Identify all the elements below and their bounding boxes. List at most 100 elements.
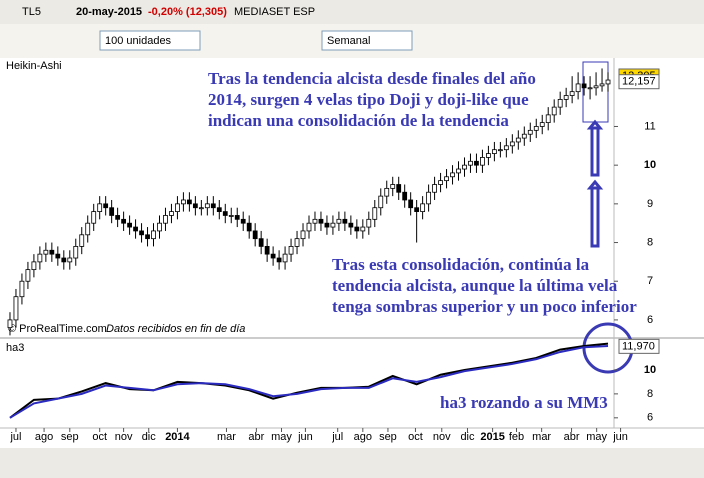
candle-body [312, 218, 318, 224]
panel-title: Heikin-Ashi [6, 60, 62, 72]
y-tick-label: 11 [644, 120, 655, 132]
x-tick-label: 2014 [165, 431, 190, 443]
candle-body [539, 122, 545, 127]
candle-body [545, 114, 551, 124]
x-tick-label: oct [408, 431, 423, 443]
price-label: 12,157 [622, 76, 656, 88]
candle-body [276, 257, 282, 263]
x-tick-label: jun [612, 431, 628, 443]
candle-body [210, 203, 216, 209]
candle-body [91, 211, 97, 224]
candle-body [216, 207, 222, 212]
x-tick-label: mar [532, 431, 551, 443]
candle-body [563, 95, 569, 100]
candle-body [198, 207, 204, 210]
period-select[interactable] [321, 30, 413, 51]
annotation: 2014, surgen 4 velas tipo Doji y doji-li… [208, 90, 529, 109]
candle-body [222, 211, 228, 216]
candle-body [342, 218, 348, 224]
candle-body [396, 184, 402, 193]
candle-body [569, 91, 575, 96]
price-label: 11,970 [622, 340, 655, 352]
candle-body [240, 218, 246, 224]
arrows [586, 119, 604, 248]
candle-body [169, 211, 174, 216]
x-tick-label: nov [115, 431, 133, 443]
candle-body [450, 172, 455, 178]
candle-body [43, 249, 49, 255]
candle-body [61, 257, 67, 263]
price-box [618, 338, 660, 354]
candle-body [420, 203, 426, 212]
candle-body [121, 218, 127, 224]
candle-body [486, 153, 491, 158]
candle-body [157, 222, 162, 232]
x-tick-label: feb [509, 431, 524, 443]
candle-body [67, 257, 73, 263]
x-tick-label: sep [61, 431, 79, 443]
x-tick-label: jun [297, 431, 313, 443]
candle-body [13, 296, 19, 321]
candle-body [354, 226, 360, 232]
candle-body [324, 222, 330, 228]
x-tick-label: dic [460, 431, 475, 443]
candle-body [37, 253, 43, 263]
annotation: tenga sombras superior y un poco inferio… [332, 297, 637, 316]
annotation: indican una consolidación de la tendenci… [208, 111, 509, 130]
candle-body [49, 249, 55, 255]
candle-body [175, 203, 180, 212]
y-tick-label: 10 [644, 159, 656, 171]
candle-body [186, 199, 192, 205]
candle-body [372, 207, 378, 220]
candle-body [599, 83, 605, 87]
x-tick-label: 2015 [480, 431, 504, 443]
x-tick-label: may [586, 431, 607, 443]
annotation: Tras esta consolidación, continúa la [332, 255, 590, 274]
x-tick-label: abr [564, 431, 580, 443]
x-tick-label: ago [354, 431, 372, 443]
candle-body [438, 180, 443, 185]
candle-body [264, 246, 270, 255]
candle-body [480, 157, 485, 166]
candle-body [593, 85, 599, 89]
candle-body [456, 168, 461, 174]
x-tick-label: may [271, 431, 292, 443]
candle-body [605, 79, 611, 85]
x-tick-label: jul [331, 431, 343, 443]
quantity-select[interactable] [99, 30, 201, 51]
candle-body [491, 149, 497, 154]
x-tick-label: abr [248, 431, 264, 443]
candle-body [181, 199, 186, 205]
symbol: TL5 [22, 6, 41, 18]
period: Semanal [327, 35, 370, 47]
candle-body [497, 149, 503, 152]
candle-body [378, 195, 384, 209]
source: © ProRealTime.com [8, 323, 107, 335]
y-tick-label: 6 [647, 412, 653, 424]
candle-body [515, 137, 521, 143]
candle-body [19, 280, 25, 298]
candle-body [192, 203, 198, 209]
candle-body [258, 238, 264, 247]
candle-body [85, 222, 91, 236]
candle-body [551, 106, 557, 116]
candle-body [151, 230, 156, 240]
date: 20-may-2015 [76, 6, 142, 18]
candle-body [581, 83, 587, 89]
candle-body [133, 226, 138, 232]
y-tick-label: 9 [647, 198, 653, 210]
candle-body [270, 253, 276, 259]
candle-body [384, 187, 390, 197]
candle-body [330, 222, 336, 228]
candle-body [557, 98, 563, 108]
candle-body [509, 141, 515, 147]
y-tick-label: 10 [644, 364, 656, 376]
candle-body [163, 215, 168, 224]
candle-body [228, 215, 234, 217]
candle-body [402, 191, 408, 201]
candle-body [521, 133, 527, 139]
candle-body [318, 218, 324, 224]
candle-body [294, 238, 300, 247]
candle-body [252, 230, 258, 240]
